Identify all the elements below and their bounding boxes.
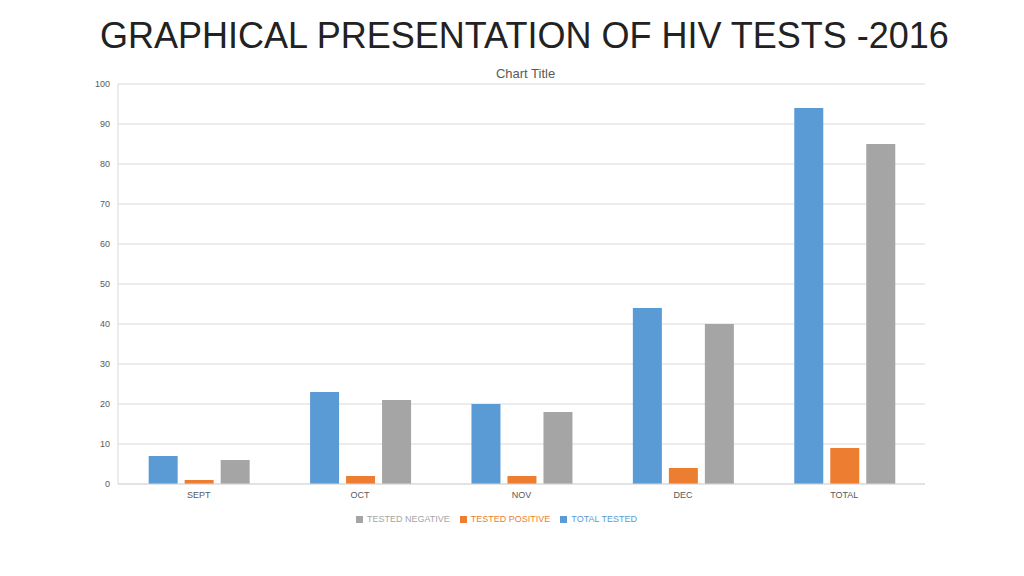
svg-text:80: 80 xyxy=(100,159,110,169)
svg-text:40: 40 xyxy=(100,319,110,329)
svg-text:TOTAL: TOTAL xyxy=(830,490,858,500)
svg-text:60: 60 xyxy=(100,239,110,249)
svg-text:NOV: NOV xyxy=(512,490,532,500)
html-text:TESTED NEGATIVE: TESTED NEGATIVE xyxy=(367,514,450,524)
html-text:TESTED POSITIVE: TESTED POSITIVE xyxy=(470,514,551,524)
svg-text:30: 30 xyxy=(100,359,110,369)
svg-text:20: 20 xyxy=(100,399,110,409)
svg-text:50: 50 xyxy=(100,279,110,289)
svg-text:DEC: DEC xyxy=(673,490,693,500)
svg-text:SEPT: SEPT xyxy=(187,490,211,500)
svg-text:OCT: OCT xyxy=(351,490,371,500)
svg-text:0: 0 xyxy=(105,479,110,489)
svg-text:10: 10 xyxy=(100,439,110,449)
html-text:TOTAL TESTED: TOTAL TESTED xyxy=(571,514,637,524)
svg-text:90: 90 xyxy=(100,119,110,129)
html-text:GRAPHICAL PRESENTATION OF HIV: GRAPHICAL PRESENTATION OF HIV TESTS -201… xyxy=(100,15,949,56)
html-text:Chart Title: Chart Title xyxy=(495,66,556,81)
svg-text:100: 100 xyxy=(95,79,110,89)
svg-text:70: 70 xyxy=(100,199,110,209)
